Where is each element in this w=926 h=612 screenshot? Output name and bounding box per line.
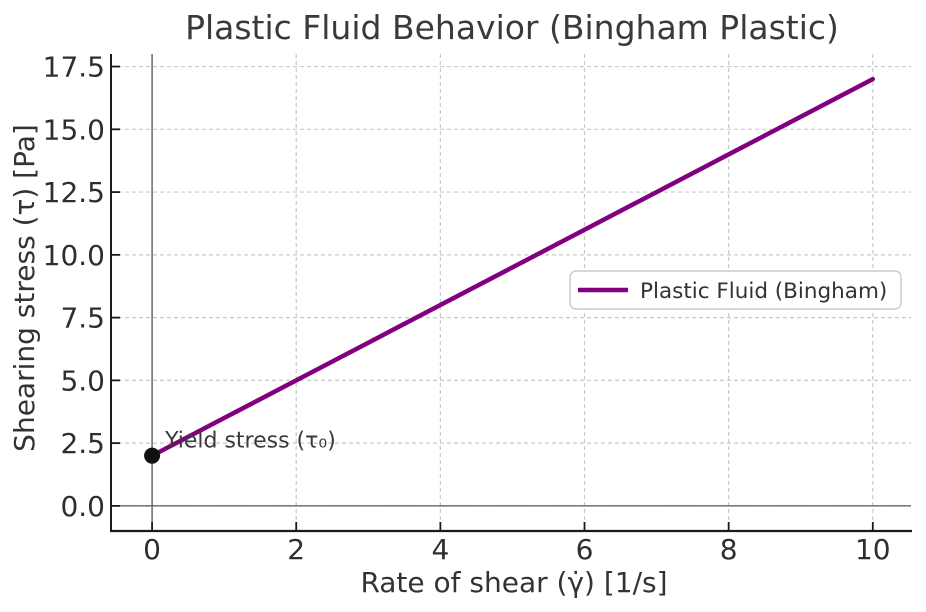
y-tick-label: 7.5 [60, 302, 105, 335]
legend-box [569, 270, 902, 310]
legend: Plastic Fluid (Bingham) [569, 270, 902, 310]
axes-spines [110, 54, 912, 533]
x-tick-label: 6 [576, 533, 594, 566]
x-axis-label: Rate of shear (γ̇) [1/s] [360, 566, 667, 599]
y-tick-label: 10.0 [43, 239, 105, 272]
x-tick-label: 10 [855, 533, 891, 566]
y-tick-label: 12.5 [43, 176, 105, 209]
chart-title: Plastic Fluid Behavior (Bingham Plastic) [185, 8, 839, 47]
annotation-markers [144, 447, 161, 464]
x-tick-label: 2 [287, 533, 305, 566]
yield-stress-annotation: Yield stress (τ₀) [164, 429, 336, 454]
x-tick-label: 4 [431, 533, 449, 566]
y-tick-label: 5.0 [60, 364, 105, 397]
x-tick-label: 0 [143, 533, 161, 566]
y-axis-label: Shearing stress (τ) [Pa] [8, 124, 41, 452]
y-tick-label: 15.0 [43, 113, 105, 146]
series-lines [149, 76, 876, 458]
y-tick-label: 0.0 [60, 490, 105, 523]
yield-stress-marker [144, 447, 161, 464]
bingham-line [149, 76, 876, 458]
x-tick-label: 8 [720, 533, 738, 566]
y-tick-label: 17.5 [43, 51, 105, 84]
y-tick-label: 2.5 [60, 427, 105, 460]
axis-ticks: 0.0 2.5 5.0 7.5 10.0 12.5 15.0 17.5 0 2 4 6 8 10 [43, 51, 891, 566]
legend-entry-label: Plastic Fluid (Bingham) [640, 279, 887, 304]
